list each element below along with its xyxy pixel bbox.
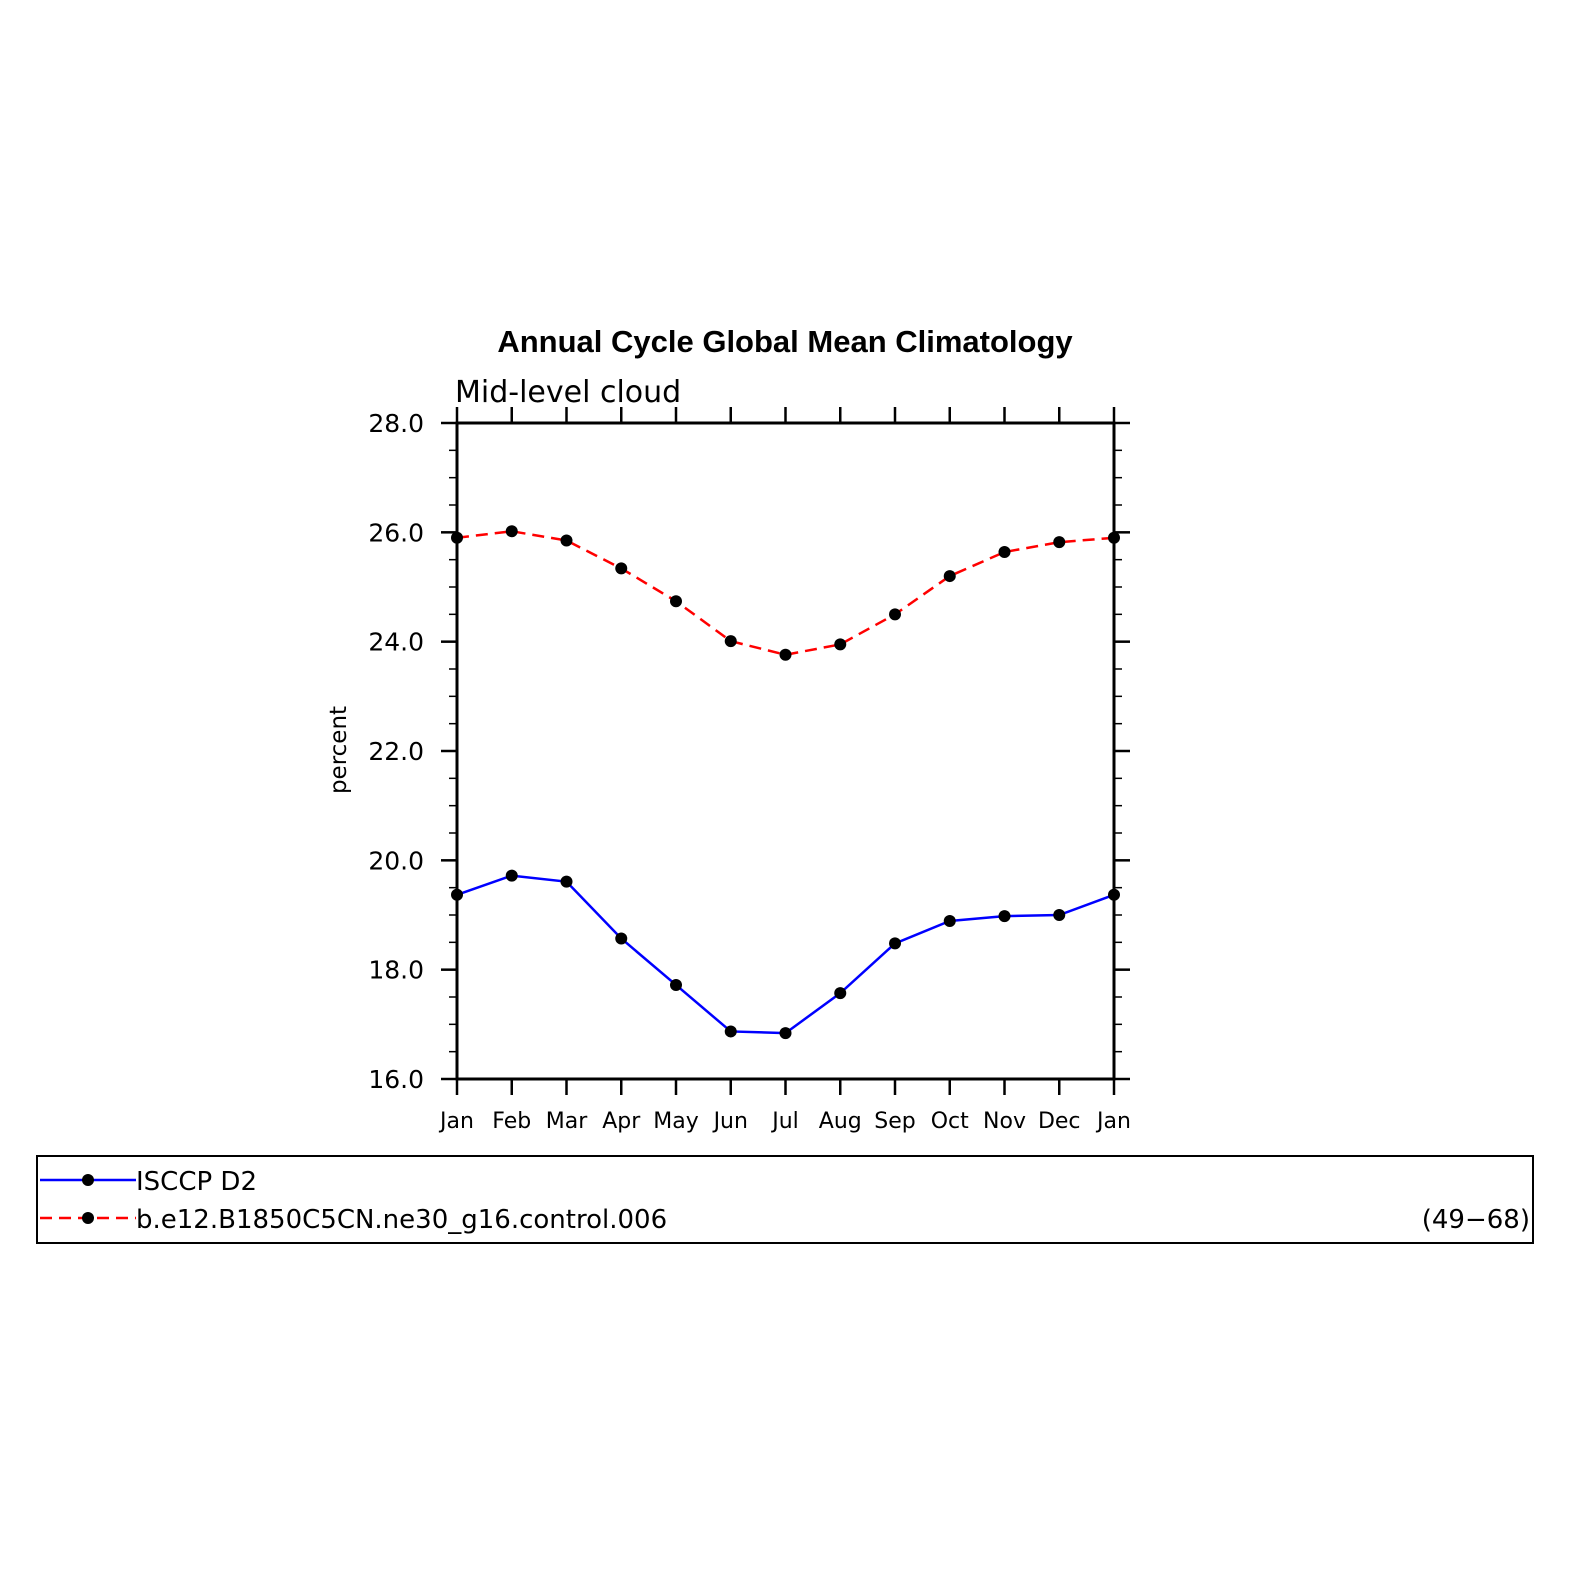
data-point	[998, 910, 1011, 923]
data-point	[724, 1025, 737, 1038]
legend-years: (49−68)	[1422, 1205, 1530, 1235]
x-tick-label: Feb	[492, 1109, 531, 1134]
series-markers	[451, 525, 1120, 1040]
legend-label-isccp: ISCCP D2	[136, 1167, 257, 1197]
data-point	[615, 932, 628, 945]
chart-title: Annual Cycle Global Mean Climatology	[497, 324, 1073, 359]
data-point	[451, 888, 463, 901]
series-line-0	[456, 874, 1115, 1035]
data-point	[670, 978, 682, 991]
data-point	[451, 531, 463, 544]
data-point	[505, 869, 518, 882]
legend-marker-isccp	[82, 1174, 94, 1186]
data-point	[670, 595, 682, 608]
data-point	[834, 987, 847, 1000]
data-point	[834, 638, 847, 651]
x-tick-label: Jan	[438, 1109, 474, 1134]
data-point	[1053, 536, 1066, 549]
x-tick-label: Jul	[770, 1109, 799, 1134]
x-tick-label: Jan	[1095, 1109, 1131, 1134]
y-tick-label: 16.0	[368, 1065, 424, 1094]
y-tick-label: 18.0	[368, 956, 424, 985]
data-point	[615, 562, 628, 575]
chart-subtitle: Mid-level cloud	[455, 375, 681, 410]
legend-marker-model	[82, 1212, 94, 1224]
y-tick-label: 22.0	[368, 737, 424, 766]
data-point	[779, 1027, 792, 1040]
legend: ISCCP D2 b.e12.B1850C5CN.ne30_g16.contro…	[36, 1155, 1534, 1244]
data-point	[724, 635, 737, 648]
y-tick-label: 20.0	[368, 846, 424, 875]
series-lines	[456, 529, 1115, 1035]
x-tick-label: May	[653, 1109, 698, 1134]
data-point	[943, 570, 956, 583]
x-tick-labels: Jan Feb Mar Apr May Jun Jul Aug Sep Oct Nov Dec Jan	[438, 1109, 1131, 1134]
data-point	[889, 937, 901, 950]
y-tick-label: 24.0	[368, 628, 424, 657]
x-tick-label: Sep	[874, 1109, 915, 1134]
y-tick-labels: 16.0 18.0 20.0 22.0 24.0 26.0 28.0	[368, 409, 424, 1094]
series-line-1	[456, 529, 1115, 657]
y-tick-label: 28.0	[368, 409, 424, 438]
x-tick-label: Mar	[546, 1109, 588, 1134]
data-point	[998, 546, 1011, 559]
y-tick-label: 26.0	[368, 518, 424, 547]
data-point	[1053, 909, 1066, 921]
legend-box	[36, 1155, 1534, 1244]
x-tick-label: Dec	[1038, 1109, 1081, 1134]
legend-label-model: b.e12.B1850C5CN.ne30_g16.control.006	[136, 1205, 667, 1235]
y-axis-label: percent	[326, 706, 352, 794]
plot-area	[455, 421, 1116, 1081]
data-point	[943, 915, 956, 928]
x-tick-label: Aug	[819, 1109, 862, 1134]
data-point	[505, 525, 518, 538]
data-point	[560, 875, 573, 888]
data-point	[779, 648, 792, 661]
x-tick-label: Jun	[712, 1109, 748, 1134]
x-tick-label: Oct	[931, 1109, 969, 1134]
data-point	[1108, 531, 1120, 544]
data-point	[1108, 888, 1120, 901]
x-tick-label: Nov	[983, 1109, 1026, 1134]
data-point	[889, 608, 901, 621]
axis-ticks	[441, 407, 1130, 1095]
x-tick-label: Apr	[602, 1109, 641, 1134]
data-point	[560, 534, 573, 547]
